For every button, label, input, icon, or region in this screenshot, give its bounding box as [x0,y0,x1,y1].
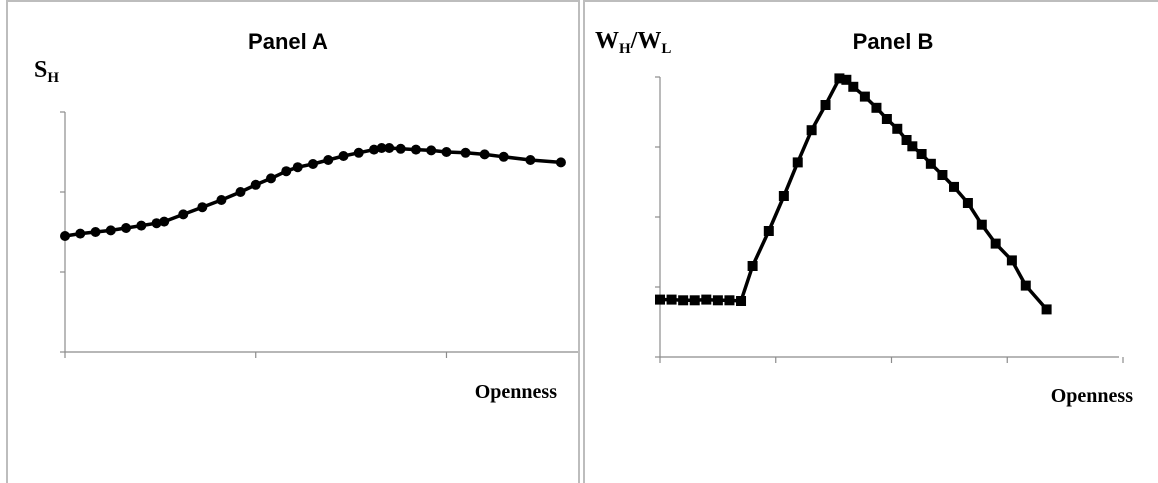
panel-a-data-point [250,179,261,190]
panel-b-ylabel-subscript-2: L [661,41,671,57]
panel-b-data-point [701,294,712,305]
panel-b-data-point [1020,280,1031,291]
panel-b-data-point [925,158,936,169]
panel-a-data-point [60,231,70,241]
panel-b-data-point [666,294,677,305]
panel-a-data-point [426,145,437,156]
panel-b-data-point [1006,255,1017,266]
panel-b-data-point [655,294,665,305]
frame-left-border [6,0,8,483]
panel-a-data-point [136,220,147,231]
frame-divider-right [583,0,585,483]
panel-a-data-point [151,218,162,229]
panel-b-data-point [871,102,882,113]
panel-b-data-point [841,74,852,85]
panel-b-data-point [990,238,1001,249]
panel-b-ylabel-separator: /W [630,28,662,54]
panel-b-ylabel-main: W [595,28,619,54]
panel-b-data-point [820,100,831,110]
panel-b-data-point [976,219,987,230]
panel-a-data-point [159,216,170,227]
panel-b-data-point [792,157,803,168]
panel-b-data-point [689,295,700,306]
panel-b-data-point [949,181,960,192]
panel-b-data-point [937,170,948,180]
panel-b-series [655,73,1052,315]
panel-a-series [60,143,566,241]
panel-a-ylabel-main: S [34,57,47,83]
panel-b-data-point [763,226,774,236]
panel-a-data-point [266,173,276,184]
panel-a-data-point [410,144,421,155]
panel-b-data-point [778,191,789,201]
panel-b-data-point [859,91,870,102]
frame-divider-left [578,0,580,483]
panel-a-data-point [384,143,395,153]
panel-a-data-point [376,143,387,153]
panel-a-axes [60,111,578,358]
panel-b-ylabel-subscript: H [619,41,631,57]
panel-b: Panel B WH/WL Openness [595,28,1133,407]
panel-b-data-point [848,81,859,92]
panel-a-title: Panel A [248,29,328,54]
panel-b-data-point [892,123,903,134]
panel-a-data-point [235,187,246,197]
panel-b-ylabel: WH/WL [595,28,671,57]
panel-a-data-point [75,228,86,239]
panel-b-data-point [724,295,735,306]
panel-b-title: Panel B [853,29,934,54]
panel-a-data-point [281,166,292,177]
panel-b-xlabel: Openness [1051,385,1133,407]
panel-a-data-point [197,202,208,213]
panel-b-data-point [962,198,973,208]
panel-a-data-point [105,225,116,236]
panel-b-data-point [834,73,845,84]
panel-b-data-point [881,114,892,124]
panel-a-data-point [395,143,406,154]
panel-b-series-line [660,76,1048,311]
panel-a-data-point [307,159,318,169]
panel-b-data-point [712,295,723,306]
panel-a-data-point [292,162,303,173]
panel-a-data-point [216,195,227,205]
panel-a-data-point [178,209,189,220]
panel-a: Panel A SH Openness [34,29,578,403]
panel-a-data-point [555,157,566,168]
panel-b-data-point [916,149,927,159]
panel-b-axes [655,76,1124,363]
panel-a-data-point [369,144,379,155]
panel-a-data-point [441,147,452,157]
panel-a-data-point [525,155,536,165]
panel-b-data-point [1041,304,1052,315]
panel-b-data-point [806,125,817,136]
panel-a-data-point [338,151,349,161]
panel-a-data-point [90,227,101,237]
frame-top-rule-a [6,0,580,2]
panel-b-data-point [901,135,912,145]
panel-b-data-point [907,141,918,152]
panel-a-data-point [121,223,132,233]
panel-a-xlabel: Openness [475,381,557,403]
panel-a-ylabel-subscript: H [47,70,59,86]
panel-a-ylabel: SH [34,57,59,86]
panel-a-data-point [498,151,509,162]
panel-a-data-point [460,147,471,158]
panel-a-data-point [323,155,334,165]
panel-a-data-point [479,149,490,160]
panel-a-data-point [353,147,364,158]
frame-top-rule-b [583,0,1158,2]
panel-b-data-point [678,295,689,306]
panel-b-data-point [736,296,747,306]
panel-b-data-point [747,261,758,271]
